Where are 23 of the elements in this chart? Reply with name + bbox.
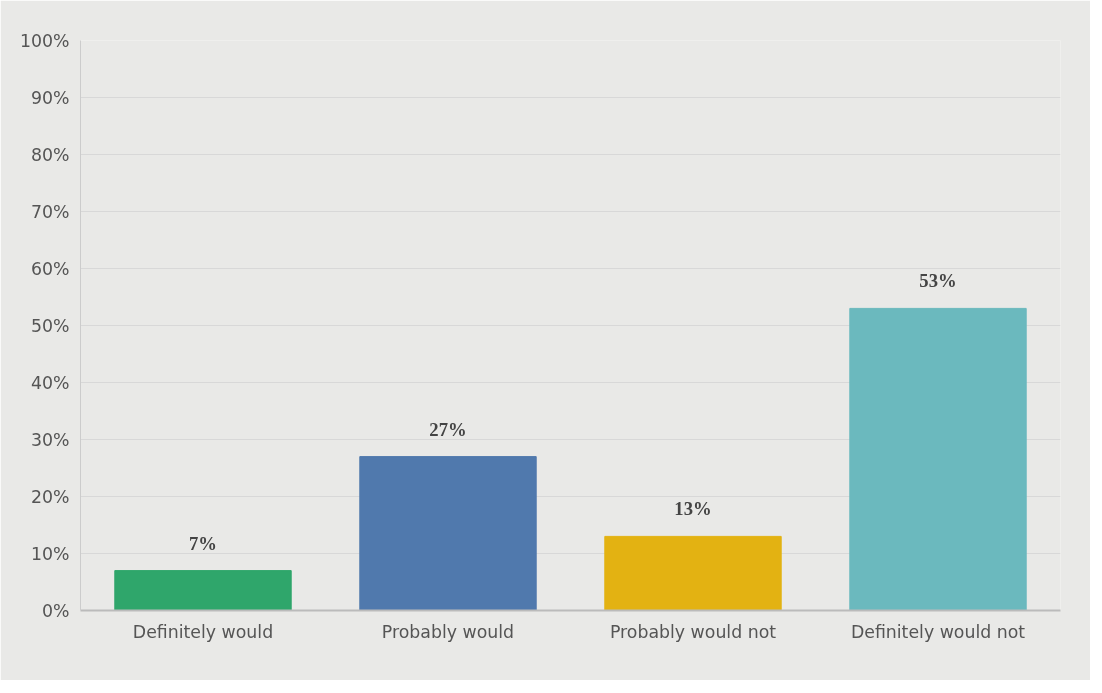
x-tick-label: Probably would not (609, 621, 777, 642)
bar (849, 307, 1027, 611)
y-tick-label: 40% (30, 372, 70, 393)
data-label: 7% (189, 532, 217, 554)
x-tick-label: Definitely would (132, 621, 274, 642)
y-tick-label: 50% (30, 315, 70, 336)
bar (114, 570, 292, 611)
y-tick-label: 90% (30, 87, 70, 108)
x-tick-label: Definitely would not (850, 621, 1026, 642)
data-label: 53% (919, 270, 957, 292)
y-tick-label: 70% (30, 201, 70, 222)
data-label: 13% (674, 498, 712, 520)
y-tick-label: 100% (19, 30, 70, 51)
x-tick-label: Probably would (381, 621, 515, 642)
y-tick-label: 20% (30, 486, 70, 507)
bar (604, 535, 782, 611)
data-label: 27% (429, 418, 467, 440)
y-tick-label: 10% (30, 543, 70, 564)
y-tick-label: 60% (30, 258, 70, 279)
y-tick-label: 80% (30, 144, 70, 165)
y-tick-label: 0% (42, 600, 70, 621)
bar (359, 456, 537, 611)
y-tick-label: 30% (30, 429, 70, 450)
